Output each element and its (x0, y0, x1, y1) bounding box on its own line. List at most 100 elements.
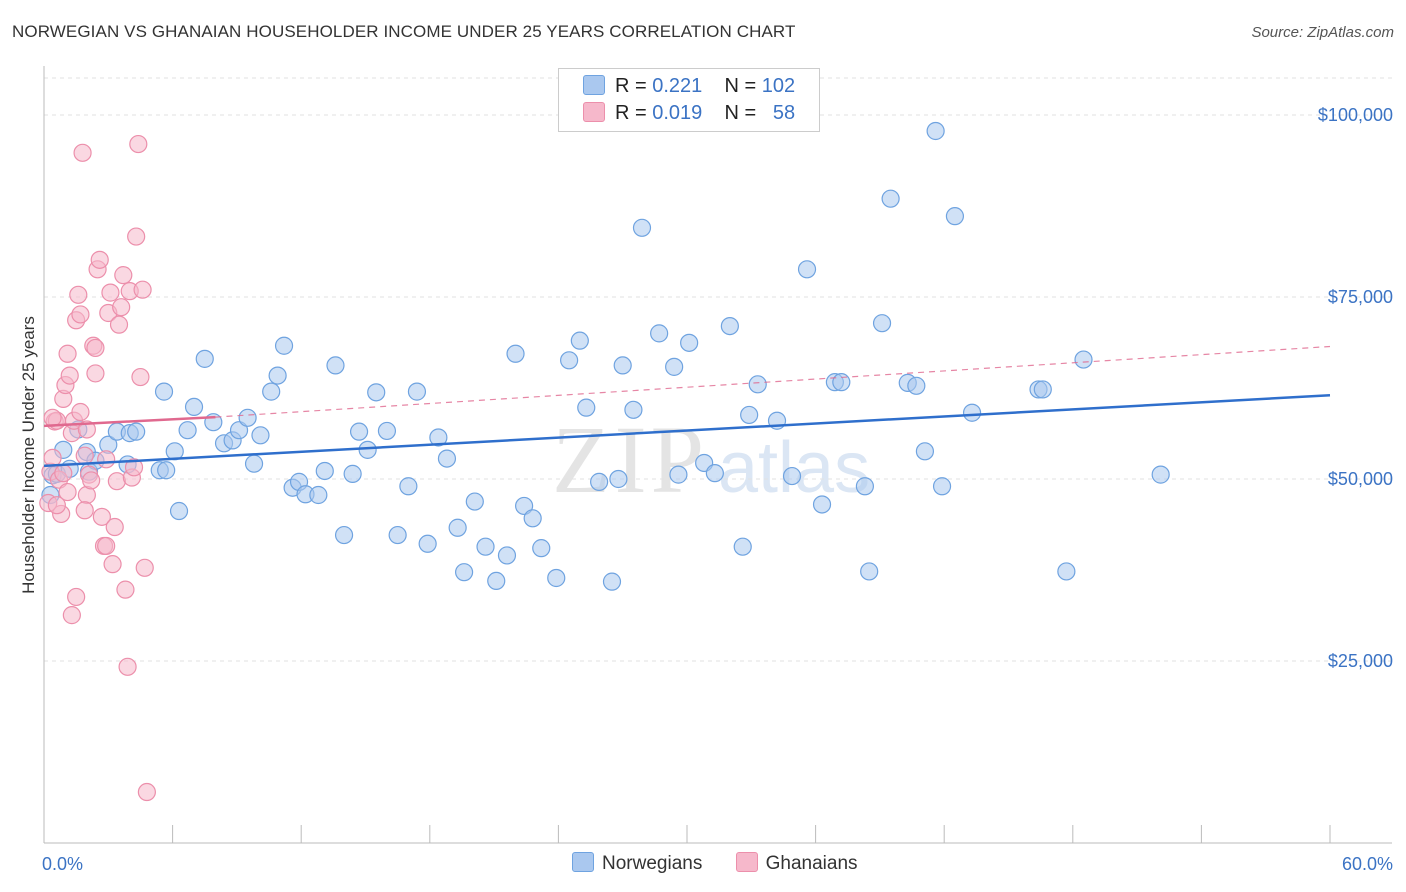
ghanaian-point (92, 507, 111, 526)
y-tick-label: $50,000 (1328, 469, 1393, 489)
norwegian-point (577, 398, 596, 417)
norwegian-point (740, 405, 759, 425)
ghanaian-point (62, 606, 81, 625)
x-tick-label-max: 60.0% (1342, 854, 1393, 874)
y-tick-label: $75,000 (1328, 287, 1393, 307)
series-legend: Norwegians Ghanaians (572, 852, 886, 875)
trend-lines (43, 345, 1331, 468)
norwegian-point (497, 546, 517, 565)
norwegian-point (733, 537, 752, 556)
norwegian-point (251, 426, 270, 445)
ghanaian-point (54, 464, 73, 483)
norwegian-point (358, 440, 377, 459)
norwegian-point (487, 571, 506, 591)
norwegian-point (855, 477, 874, 496)
legend-n-label: N = (724, 75, 757, 97)
ghanaian-point (77, 420, 96, 439)
legend-r-value: 0.019 (652, 102, 703, 124)
ghanaian-point (107, 472, 126, 491)
norwegian-point (532, 539, 551, 558)
ghanaian-point (86, 364, 105, 383)
norwegian-point (932, 477, 952, 496)
ghanaian-point (101, 283, 120, 302)
ghanaian-point (103, 555, 122, 574)
norwegian-point (274, 336, 294, 355)
norwegian-point (1151, 465, 1170, 484)
norwegian-point (613, 356, 632, 375)
ghanaian-point (124, 458, 144, 477)
norwegian-point (418, 534, 437, 553)
ghanaians-points (39, 134, 156, 802)
ghanaian-point (71, 402, 90, 422)
legend-swatch-pink (583, 102, 605, 122)
source-credit: Source: ZipAtlas.com (1251, 24, 1394, 41)
norwegian-point (915, 442, 935, 461)
ghanaian-point (67, 587, 86, 607)
norwegian-point (184, 397, 204, 417)
norwegian-point (523, 509, 542, 528)
legend-r-label: R = (615, 102, 647, 124)
ghanaian-point (43, 408, 62, 427)
norwegian-point (926, 121, 945, 141)
norwegians-points (41, 121, 1170, 591)
ghanaian-point (47, 496, 66, 515)
ghanaian-point (116, 580, 135, 599)
norwegian-point (407, 382, 427, 401)
ghanaian-point (73, 143, 92, 162)
legend-n-label: N = (724, 102, 757, 124)
ghanaian-point (69, 285, 88, 304)
ghanaian-point (90, 250, 109, 269)
norwegian-point (570, 331, 589, 350)
ghanaian-point (109, 315, 129, 334)
norwegian-point (1057, 562, 1076, 581)
ghanaian-point (86, 338, 105, 358)
legend-item-norwegians[interactable]: Norwegians (572, 852, 702, 875)
ghanaian-point (43, 448, 62, 467)
norwegian-point (127, 422, 146, 441)
ghanaian-point (75, 501, 94, 520)
norwegian-point (547, 568, 566, 588)
norwegian-point (465, 492, 484, 511)
ghanaian-point (105, 517, 124, 537)
norwegian-point (872, 314, 892, 333)
y-axis-title: Householder Income Under 25 years (19, 316, 38, 594)
norwegian-point (665, 357, 684, 376)
legend-row-ghanaians: R = 0.019 N = 58 (583, 100, 795, 126)
ghanaian-point (129, 134, 148, 154)
norwegian-point (377, 421, 397, 441)
norwegian-point (945, 207, 965, 226)
legend-r-value: 0.221 (652, 75, 703, 97)
norwegian-point (680, 333, 699, 352)
legend-swatch-blue (583, 75, 605, 95)
norwegian-point (907, 376, 926, 395)
norwegian-point (812, 495, 832, 514)
ghanaian-point (71, 305, 90, 324)
norwegian-point (515, 496, 534, 516)
ghanaian-point (97, 536, 116, 556)
norwegian-point (609, 469, 628, 489)
legend-item-ghanaians[interactable]: Ghanaians (735, 852, 858, 875)
legend-r-label: R = (615, 75, 647, 97)
norwegian-point (154, 382, 174, 401)
x-tick-label-min: 0.0% (42, 854, 83, 874)
grid-lines (44, 77, 1392, 662)
norwegian-point (169, 501, 189, 521)
norwegian-point (962, 403, 982, 422)
norwegian-point (367, 383, 386, 402)
norwegian-point (399, 477, 418, 496)
norwegian-point (602, 572, 622, 591)
norwegian-point (262, 382, 281, 401)
norwegian-point (881, 189, 900, 208)
norwegian-point (797, 260, 817, 279)
legend-n-value: 58 (772, 102, 796, 124)
norwegian-point (437, 449, 457, 468)
norwegian-point (244, 454, 264, 473)
ghanaian-trend-extension (215, 345, 1331, 418)
norwegian-point (157, 461, 176, 480)
ghanaian-point (133, 280, 152, 299)
norwegian-point (506, 344, 525, 363)
norwegian-point (343, 464, 362, 483)
ghanaian-point (135, 558, 154, 577)
ghanaian-point (131, 367, 150, 387)
